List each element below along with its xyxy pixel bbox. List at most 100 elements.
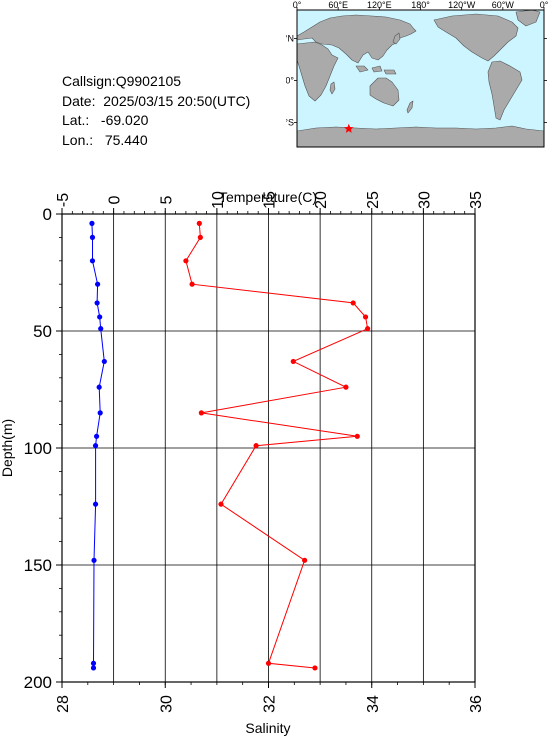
lat-value: -69.020: [100, 112, 149, 128]
data-point: [89, 258, 96, 264]
data-point: [97, 314, 103, 320]
map-lon-label: 60°E: [328, 0, 348, 10]
data-point: [197, 234, 203, 240]
series-line-1: [91, 223, 105, 668]
date-label: Date:: [62, 92, 96, 109]
australia-landmass: [369, 77, 400, 107]
japan-islands: [392, 32, 401, 45]
south-america-landmass: [487, 60, 523, 121]
map-lon-label: 120°W: [448, 0, 476, 10]
map-lat-label: 60°N: [286, 34, 294, 44]
y-tick-label: 0: [43, 205, 52, 224]
y-tick-label: 200: [24, 673, 52, 692]
data-point: [90, 660, 97, 666]
top-tick-label: 15: [262, 191, 279, 209]
data-point: [343, 384, 349, 390]
data-point: [302, 557, 308, 563]
data-point: [265, 660, 272, 666]
data-point: [97, 410, 103, 416]
top-tick-label: 35: [468, 191, 485, 209]
data-point: [350, 300, 356, 306]
new-zealand-island: [406, 100, 414, 114]
data-point: [189, 281, 195, 287]
data-point: [92, 443, 99, 449]
data-point: [89, 234, 96, 240]
callsign-value: Q9902105: [115, 73, 182, 89]
lat-label: Lat.:: [62, 112, 90, 128]
y-tick-label: 150: [24, 556, 52, 575]
top-tick-label: 10: [210, 191, 227, 209]
data-point: [89, 220, 95, 226]
data-point: [362, 314, 369, 320]
top-axis-label: Temperature(C): [219, 189, 317, 205]
top-tick-label: 25: [365, 191, 382, 209]
map-ticks: [294, 7, 547, 123]
left-axis-ticks: 0 50 100 150 200: [24, 205, 62, 692]
top-axis-ticks: -5 0 5 10 15 20 25 30 35: [55, 191, 485, 214]
callsign-line: Callsign:Q9902105: [62, 72, 250, 92]
map-lat-labels: 60°N 0° 60°S: [286, 34, 294, 128]
lon-label: Lon.:: [62, 131, 94, 148]
madagascar-island: [329, 81, 336, 95]
bottom-axis-label: Salinity: [245, 720, 290, 736]
data-point: [290, 358, 296, 365]
data-point: [198, 410, 204, 416]
map-lat-label: 0°: [286, 76, 294, 86]
data-point: [98, 326, 104, 332]
map-land: [296, 9, 545, 148]
bottom-axis-ticks: 28 30 32 34 36: [55, 682, 485, 713]
data-point: [96, 384, 102, 390]
antarctica-landmass: [296, 125, 545, 148]
top-tick-label: 20: [313, 191, 330, 209]
data-point: [91, 557, 97, 563]
bottom-tick-label: 36: [468, 695, 485, 713]
data-point: [94, 300, 100, 306]
data-point: [354, 433, 360, 439]
world-map: 0° 60°E 120°E 180° 120°W 60°W 0° 60°N 0° 60°S: [286, 0, 549, 148]
indonesia-islands: [355, 65, 397, 75]
map-lon-label: 0°: [540, 0, 549, 10]
date-line: Date: 2025/03/15 20:50(UTC): [62, 92, 250, 112]
map-lon-labels: 0° 60°E 120°E 180° 120°W 60°W 0°: [293, 0, 549, 10]
bottom-tick-label: 28: [55, 695, 72, 713]
date-value: 2025/03/15 20:50(UTC): [103, 92, 251, 109]
lon-value: 75.440: [104, 131, 148, 148]
data-point: [312, 665, 318, 671]
map-lon-label: 0°: [293, 0, 302, 10]
lon-line: Lon.: 75.440: [62, 131, 250, 151]
europe-asia-landmass: [296, 14, 417, 64]
y-tick-label: 100: [24, 439, 52, 458]
data-point: [253, 443, 259, 449]
top-tick-label: -5: [55, 193, 72, 207]
station-info: Callsign:Q9902105 Date: 2025/03/15 20:50…: [62, 72, 250, 150]
data-point: [365, 326, 371, 332]
y-axis-label: Depth(m): [0, 419, 15, 477]
top-tick-label: 30: [416, 191, 433, 209]
plot-frame: [61, 213, 476, 683]
data-point: [90, 665, 97, 671]
data-point: [93, 433, 100, 439]
data-point: [218, 501, 224, 507]
map-lon-label: 120°E: [367, 0, 392, 10]
bottom-tick-label: 32: [262, 695, 279, 713]
y-tick-label: 50: [33, 322, 52, 341]
bottom-tick-label: 34: [365, 695, 382, 713]
map-lat-label: 60°S: [286, 118, 294, 128]
map-lon-label: 180°: [411, 0, 430, 10]
north-america-landmass: [433, 13, 519, 62]
map-lon-label: 60°W: [492, 0, 515, 10]
series-line-0: [185, 223, 369, 669]
top-tick-label: 0: [107, 195, 124, 204]
series-layer: [89, 220, 371, 671]
callsign-label: Callsign:: [62, 73, 116, 89]
data-point: [92, 501, 99, 507]
data-point: [183, 258, 189, 264]
bottom-tick-label: 30: [158, 695, 175, 713]
chart-grid: [61, 213, 476, 683]
lat-line: Lat.: -69.020: [62, 111, 250, 131]
station-marker-star-icon: [344, 123, 354, 133]
data-point: [196, 220, 202, 226]
top-tick-label: 5: [158, 195, 175, 204]
data-point: [101, 358, 107, 365]
data-point: [95, 281, 101, 287]
